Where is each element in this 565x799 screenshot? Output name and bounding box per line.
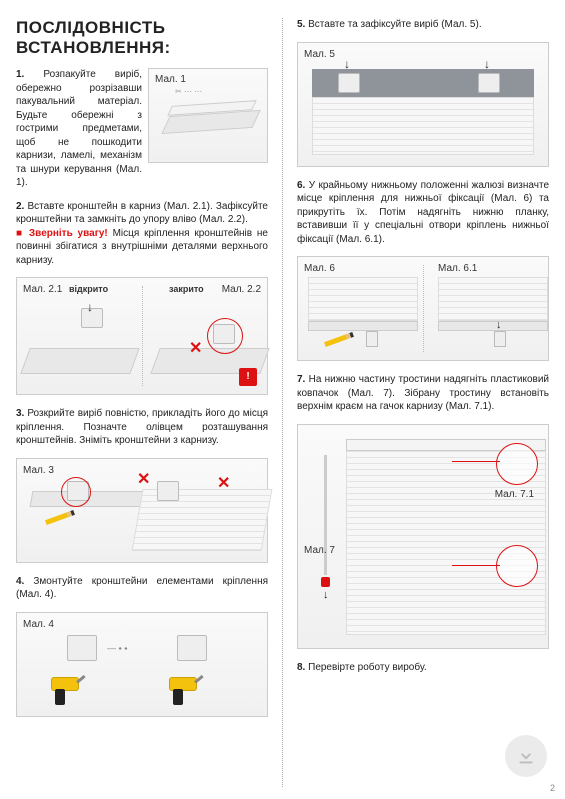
step-7-num: 7. <box>297 374 305 385</box>
figure-2-closed: закрито <box>169 284 204 294</box>
step-1-text: Розпакуйте виріб, обережно розрізавши па… <box>16 69 142 188</box>
figure-21-label: Мал. 2.1 <box>23 284 62 295</box>
step-8-text: Перевірте роботу виробу. <box>308 662 427 673</box>
step-8-num: 8. <box>297 662 305 673</box>
figure-71-label: Мал. 7.1 <box>495 489 534 500</box>
figure-5: Мал. 5 ↓ ↓ <box>297 42 549 167</box>
figure-4: Мал. 4 — ⬩ ⬩ <box>16 612 268 717</box>
warning-icon: ! <box>239 368 257 386</box>
step-4-num: 4. <box>16 576 24 587</box>
left-column: ПОСЛІДОВНІСТЬ ВСТАНОВЛЕННЯ: Мал. 1 ✂ ⋯ ⋯… <box>16 18 268 787</box>
step-7: 7. На нижню частину тростини надягніть п… <box>297 373 549 414</box>
figure-7-label: Мал. 7 <box>304 545 335 556</box>
step-3-num: 3. <box>16 408 24 419</box>
figure-3: Мал. 3 ✕ ✕ <box>16 458 268 563</box>
step-6-text: У крайньому нижньому положенні жалюзі ви… <box>297 180 549 245</box>
column-divider <box>282 18 283 787</box>
step-2-num: 2. <box>16 201 24 212</box>
step-6-num: 6. <box>297 180 305 191</box>
figure-2: Мал. 2.1 відкрито закрито Мал. 2.2 ↓ ✕ ! <box>16 277 268 395</box>
download-icon <box>505 735 547 777</box>
figure-3-label: Мал. 3 <box>23 465 54 476</box>
step-5-text: Вставте та зафіксуйте виріб (Мал. 5). <box>308 19 481 30</box>
figure-1-label: Мал. 1 <box>155 73 186 87</box>
step-5: 5. Вставте та зафіксуйте виріб (Мал. 5). <box>297 18 549 32</box>
step-2-text: Вставте кронштейн в карниз (Мал. 2.1). З… <box>16 201 268 226</box>
right-column: 5. Вставте та зафіксуйте виріб (Мал. 5).… <box>297 18 549 787</box>
drill-icon <box>47 673 85 707</box>
step-1-num: 1. <box>16 69 24 80</box>
step-3: 3. Розкрийте виріб повністю, прикладіть … <box>16 407 268 448</box>
figure-61-label: Мал. 6.1 <box>438 263 477 274</box>
figure-6-label: Мал. 6 <box>304 263 335 274</box>
figure-6: Мал. 6 Мал. 6.1 ↓ <box>297 256 549 361</box>
step-8: 8. Перевірте роботу виробу. <box>297 661 549 675</box>
step-3-text: Розкрийте виріб повністю, прикладіть йог… <box>16 408 268 446</box>
drill-icon <box>165 673 203 707</box>
page-title: ПОСЛІДОВНІСТЬ ВСТАНОВЛЕННЯ: <box>16 18 268 58</box>
figure-2-open: відкрито <box>69 284 108 294</box>
page-number: 2 <box>550 783 555 793</box>
step-1: Мал. 1 ✂ ⋯ ⋯ 1. Розпакуйте виріб, обереж… <box>16 68 268 190</box>
figure-5-label: Мал. 5 <box>304 49 335 60</box>
step-2-warn-lead: ■ Зверніть увагу! <box>16 228 108 239</box>
figure-1: Мал. 1 ✂ ⋯ ⋯ <box>148 68 268 163</box>
figure-22-label: Мал. 2.2 <box>222 284 261 295</box>
step-5-num: 5. <box>297 19 305 30</box>
step-4: 4. Змонтуйте кронштейни елементами кріпл… <box>16 575 268 602</box>
page: ПОСЛІДОВНІСТЬ ВСТАНОВЛЕННЯ: Мал. 1 ✂ ⋯ ⋯… <box>0 0 565 799</box>
step-6: 6. У крайньому нижньому положенні жалюзі… <box>297 179 549 247</box>
figure-4-label: Мал. 4 <box>23 619 54 630</box>
step-2: 2. Вставте кронштейн в карниз (Мал. 2.1)… <box>16 200 268 268</box>
figure-7: ↓ Мал. 7 Мал. 7.1 <box>297 424 549 649</box>
step-7-text: На нижню частину тростини надягніть плас… <box>297 374 549 412</box>
step-4-text: Змонтуйте кронштейни елементами кріпленн… <box>16 576 268 601</box>
